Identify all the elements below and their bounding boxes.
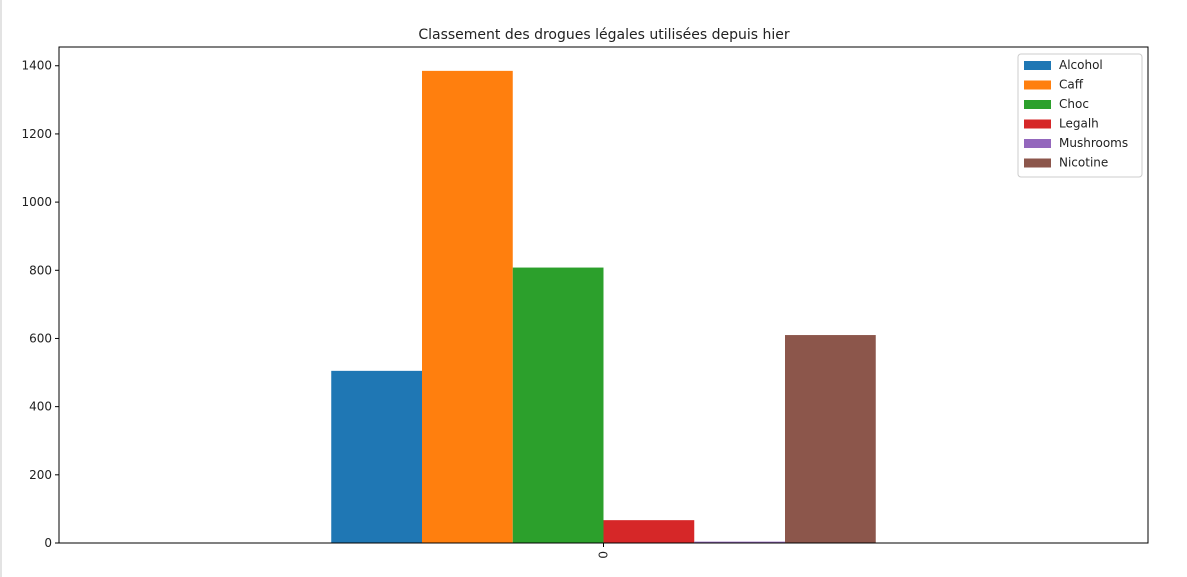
legend-label: Caff — [1059, 78, 1084, 92]
y-tick-label: 400 — [29, 400, 52, 414]
legend-swatch — [1024, 80, 1051, 90]
y-tick-label: 1000 — [21, 195, 52, 209]
y-tick-label: 1400 — [21, 59, 52, 73]
y-axis: 0 200 400 600 800 1000 1200 1400 — [21, 59, 59, 550]
x-tick-label: 0 — [597, 551, 611, 559]
bars-group — [331, 70, 876, 543]
legend: Alcohol Caff Choc Legalh Mushrooms Nicotine — [1017, 53, 1143, 178]
legend-label: Alcohol — [1059, 58, 1103, 72]
y-tick-label: 800 — [29, 263, 52, 277]
legend-swatch — [1024, 61, 1051, 70]
legend-label: Nicotine — [1059, 156, 1108, 170]
y-tick-label: 0 — [44, 536, 52, 550]
legend-swatch — [1024, 119, 1051, 129]
legend-swatch — [1024, 139, 1051, 148]
bar-caff — [422, 70, 513, 543]
y-tick-label: 1200 — [21, 127, 52, 141]
bar-mushrooms — [694, 541, 785, 543]
bar-alcohol — [331, 370, 422, 543]
y-tick-label: 600 — [29, 331, 52, 345]
bar-choc — [512, 267, 604, 543]
bar-nicotine — [785, 335, 876, 543]
left-margin-rule — [0, 0, 2, 577]
legend-swatch — [1024, 100, 1051, 109]
bar-legalh — [603, 520, 695, 543]
y-tick-label: 200 — [29, 468, 52, 482]
legend-label: Legalh — [1059, 117, 1099, 131]
legend-label: Choc — [1059, 97, 1089, 111]
legend-swatch — [1024, 158, 1051, 168]
legend-label: Mushrooms — [1059, 136, 1128, 150]
chart-title: Classement des drogues légales utilisées… — [418, 27, 790, 43]
x-axis: 0 — [597, 543, 611, 559]
